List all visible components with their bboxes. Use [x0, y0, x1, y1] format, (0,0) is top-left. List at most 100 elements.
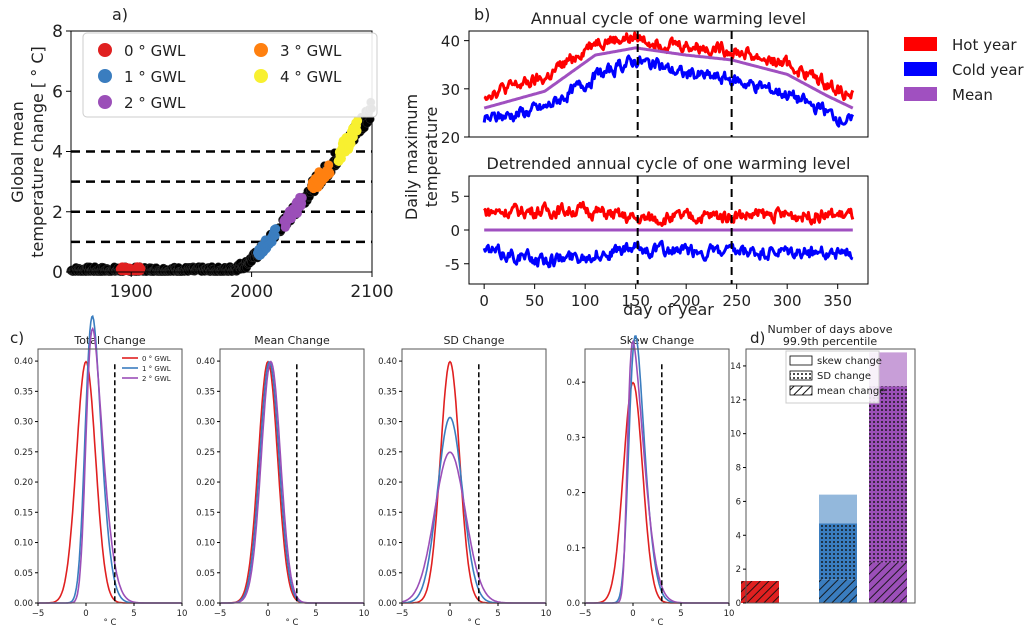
- panel-a-global-mean-temperature: a) Global mean temperature change [ ° C] 19…: [8, 5, 394, 302]
- y-tick-label: 0.4: [566, 378, 580, 388]
- legend-label: SD change: [817, 371, 871, 382]
- x-tick-label: 1900: [110, 282, 153, 302]
- y-tick-label: 0: [450, 222, 460, 240]
- gwl-point: [270, 231, 280, 241]
- x-tick-label: 0: [265, 609, 270, 619]
- x-tick-label: 5: [313, 609, 318, 619]
- bar-segment-skew: [819, 494, 857, 524]
- y-tick-label: 0.40: [378, 357, 397, 367]
- y-tick-label: 0.3: [566, 433, 580, 443]
- gwl-point: [325, 168, 335, 179]
- legend-label: 4 ° GWL: [280, 68, 342, 86]
- y-tick-label: 14: [730, 362, 741, 372]
- x-tick-label: 10: [724, 609, 735, 619]
- y-tick-label: 8: [52, 22, 63, 42]
- x-tick-label: 5: [131, 609, 136, 619]
- pdf-curve-0: [38, 360, 182, 604]
- y-tick-label: 0.10: [378, 539, 397, 549]
- x-tick-label: 150: [621, 292, 650, 310]
- y-tick-label: 6: [52, 82, 63, 102]
- plot-frame: [401, 348, 547, 604]
- y-axis-label-line1: Global mean: [8, 101, 27, 203]
- y-tick-label: 0.25: [378, 448, 397, 458]
- pdf-curve-1: [220, 361, 364, 604]
- y-tick-label: 0.10: [14, 539, 33, 549]
- y-tick-label: 30: [441, 81, 460, 99]
- x-tick-label: −5: [579, 609, 592, 619]
- y-tick-label: 20: [441, 129, 460, 147]
- series-line-mean: [483, 46, 854, 110]
- y-tick-label: 0.05: [196, 569, 215, 579]
- y-axis-label-line2: temperature change [ ° C]: [28, 46, 47, 257]
- y-tick-label: 5: [450, 188, 460, 206]
- x-tick-label: 10: [359, 609, 370, 619]
- subplot-title: Total Change: [73, 334, 146, 347]
- x-tick-label: 2100: [350, 282, 393, 302]
- plot-frame: [584, 348, 730, 604]
- gwl-point: [324, 160, 334, 170]
- scatter-points: [66, 97, 376, 276]
- y-tick-label: 0.35: [14, 387, 33, 397]
- y-tick-label: 0.2: [566, 489, 580, 499]
- y-tick-label: 0.35: [378, 387, 397, 397]
- legend-label: 0 ° GWL: [124, 42, 186, 60]
- legend-label: 2 ° GWL: [142, 375, 171, 383]
- y-tick-label: 0.25: [14, 448, 33, 458]
- panel-label-a: a): [112, 5, 128, 24]
- gwl-segment-0: [115, 262, 146, 276]
- y-tick-label: 0.35: [196, 387, 215, 397]
- x-axis-label: ° C: [468, 618, 481, 627]
- y-tick-label: 2: [52, 203, 63, 223]
- panel-label-c: c): [10, 329, 24, 347]
- legend-label: 2 ° GWL: [124, 94, 186, 112]
- legend-swatch-pattern: [790, 371, 812, 380]
- y-tick-label: 0.20: [196, 478, 215, 488]
- legend-label: 1 ° GWL: [124, 68, 186, 86]
- y-tick-label: 0.20: [14, 478, 33, 488]
- gwl-segment-4: [333, 116, 363, 166]
- chart-title-line2: 99.9th percentile: [783, 335, 878, 348]
- series-line-cold-year: [482, 54, 855, 128]
- x-tick-label: 5: [678, 609, 683, 619]
- gwl-point: [352, 116, 363, 126]
- gwl-point: [136, 264, 146, 274]
- legend-label: 1 ° GWL: [142, 365, 171, 373]
- plot-frame: [37, 348, 183, 604]
- legend-label: skew change: [817, 356, 882, 367]
- x-tick-label: 0: [630, 609, 635, 619]
- x-tick-label: 0: [447, 609, 452, 619]
- x-axis-label: ° C: [104, 618, 117, 627]
- y-tick-label: 40: [441, 33, 460, 51]
- legend-marker: [254, 43, 268, 57]
- legend-swatch-pattern: [790, 386, 812, 395]
- subplot-title: Skew Change: [620, 334, 695, 347]
- legend-marker: [254, 69, 268, 83]
- legend-label: Cold year: [952, 61, 1024, 79]
- subplot-title: Annual cycle of one warming level: [531, 9, 806, 28]
- y-tick-label: 0.00: [196, 599, 215, 609]
- x-tick-label: 0: [83, 609, 88, 619]
- y-tick-label: 0.20: [378, 478, 397, 488]
- y-tick-label: 0.30: [196, 418, 215, 428]
- x-tick-label: 50: [525, 292, 544, 310]
- y-tick-label: 0.40: [196, 357, 215, 367]
- gwl-point: [352, 126, 362, 136]
- y-tick-label: 0.10: [196, 539, 215, 549]
- x-tick-label: 0: [479, 292, 489, 310]
- x-tick-label: 200: [672, 292, 701, 310]
- pdf-curve-0: [220, 360, 364, 604]
- series-line-hot-year: [483, 31, 855, 102]
- legend-label: 3 ° GWL: [280, 42, 342, 60]
- pdf-curve-2: [220, 360, 364, 604]
- x-tick-label: 10: [541, 609, 552, 619]
- x-tick-label: 250: [722, 292, 751, 310]
- legend-swatch: [904, 87, 937, 101]
- bar-pattern-mean: [869, 562, 907, 603]
- legend-swatch: [789, 355, 813, 366]
- y-axis-label-line2: temperature: [422, 107, 441, 208]
- pdf-curve-2: [585, 339, 729, 604]
- y-tick-label: 0: [52, 263, 63, 283]
- legend-gwl: 0 ° GWL 1 ° GWL 2 ° GWL 3 ° GWL 4 ° GWL: [82, 32, 378, 118]
